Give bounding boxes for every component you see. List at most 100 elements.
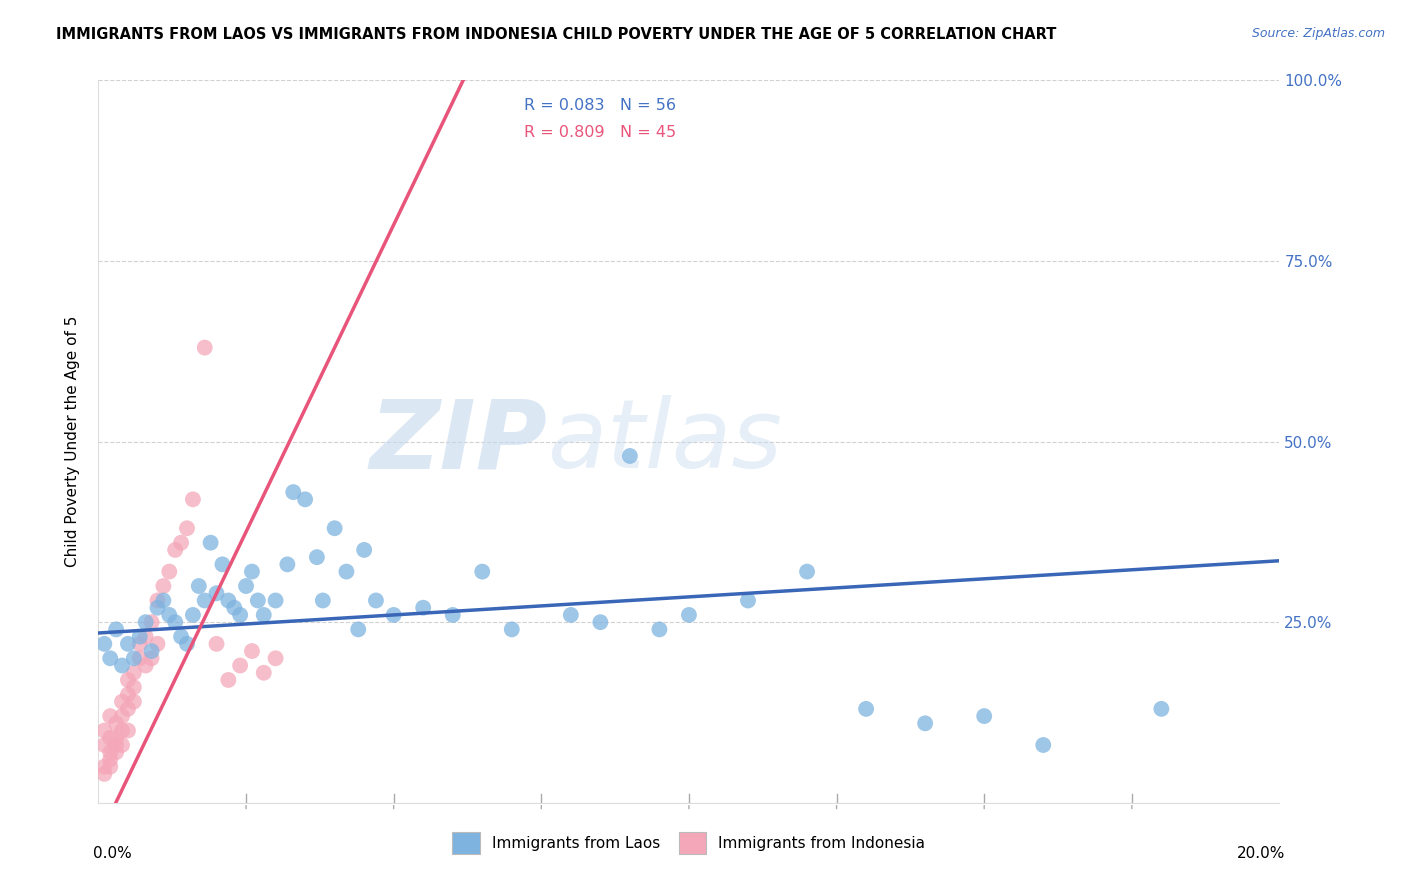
Point — [264, 651, 287, 665]
Point — [157, 565, 180, 579]
Point — [305, 550, 328, 565]
Point — [382, 607, 405, 622]
Text: 0.0%: 0.0% — [93, 847, 131, 861]
Point — [294, 492, 316, 507]
Point — [187, 579, 209, 593]
Point — [353, 542, 375, 557]
Point — [170, 630, 193, 644]
Text: 20.0%: 20.0% — [1237, 847, 1285, 861]
Point — [253, 665, 276, 680]
Point — [146, 637, 169, 651]
Point — [217, 593, 239, 607]
Point — [98, 760, 121, 774]
Point — [135, 658, 157, 673]
Point — [648, 623, 671, 637]
Point — [93, 767, 115, 781]
Point — [224, 600, 246, 615]
Point — [560, 607, 582, 622]
Text: IMMIGRANTS FROM LAOS VS IMMIGRANTS FROM INDONESIA CHILD POVERTY UNDER THE AGE OF: IMMIGRANTS FROM LAOS VS IMMIGRANTS FROM … — [56, 27, 1057, 42]
Text: Source: ZipAtlas.com: Source: ZipAtlas.com — [1251, 27, 1385, 40]
Point — [105, 623, 128, 637]
Point — [205, 586, 228, 600]
Text: R = 0.083   N = 56: R = 0.083 N = 56 — [523, 98, 676, 113]
Point — [335, 565, 357, 579]
Point — [117, 723, 139, 738]
Point — [122, 680, 145, 694]
Point — [141, 644, 163, 658]
Point — [176, 521, 198, 535]
Point — [501, 623, 523, 637]
Point — [105, 731, 128, 745]
Point — [128, 630, 150, 644]
Point — [122, 695, 145, 709]
Point — [105, 745, 128, 759]
Point — [98, 651, 121, 665]
Point — [152, 579, 174, 593]
Point — [619, 449, 641, 463]
Point — [176, 637, 198, 651]
Point — [229, 607, 252, 622]
Point — [93, 760, 115, 774]
Point — [678, 607, 700, 622]
Point — [471, 565, 494, 579]
Point — [181, 607, 204, 622]
Point — [157, 607, 180, 622]
Text: ZIP: ZIP — [370, 395, 547, 488]
Point — [412, 600, 434, 615]
Point — [122, 665, 145, 680]
Point — [240, 565, 263, 579]
Point — [165, 542, 187, 557]
Legend: Immigrants from Laos, Immigrants from Indonesia: Immigrants from Laos, Immigrants from In… — [446, 826, 932, 860]
Point — [117, 702, 139, 716]
Point — [128, 651, 150, 665]
Point — [181, 492, 204, 507]
Point — [146, 600, 169, 615]
Point — [122, 651, 145, 665]
Point — [253, 607, 276, 622]
Point — [117, 637, 139, 651]
Point — [283, 485, 305, 500]
Point — [117, 687, 139, 701]
Point — [111, 695, 134, 709]
Point — [117, 673, 139, 687]
Point — [1150, 702, 1173, 716]
Point — [98, 709, 121, 723]
Point — [93, 637, 115, 651]
Point — [93, 723, 115, 738]
Text: atlas: atlas — [547, 395, 782, 488]
Point — [347, 623, 370, 637]
Point — [93, 738, 115, 752]
Point — [194, 593, 217, 607]
Point — [855, 702, 877, 716]
Y-axis label: Child Poverty Under the Age of 5: Child Poverty Under the Age of 5 — [65, 316, 80, 567]
Point — [146, 593, 169, 607]
Point — [165, 615, 187, 630]
Point — [135, 615, 157, 630]
Point — [105, 738, 128, 752]
Point — [111, 723, 134, 738]
Point — [276, 558, 298, 572]
Point — [973, 709, 995, 723]
Point — [737, 593, 759, 607]
Point — [152, 593, 174, 607]
Point — [364, 593, 387, 607]
Point — [170, 535, 193, 549]
Point — [441, 607, 464, 622]
Point — [141, 651, 163, 665]
Point — [229, 658, 252, 673]
Text: R = 0.809   N = 45: R = 0.809 N = 45 — [523, 125, 676, 140]
Point — [1032, 738, 1054, 752]
Point — [589, 615, 612, 630]
Point — [914, 716, 936, 731]
Point — [98, 731, 121, 745]
Point — [141, 615, 163, 630]
Point — [128, 637, 150, 651]
Point — [98, 745, 121, 759]
Point — [240, 644, 263, 658]
Point — [323, 521, 346, 535]
Point — [211, 558, 233, 572]
Point — [235, 579, 257, 593]
Point — [312, 593, 335, 607]
Point — [111, 658, 134, 673]
Point — [111, 738, 134, 752]
